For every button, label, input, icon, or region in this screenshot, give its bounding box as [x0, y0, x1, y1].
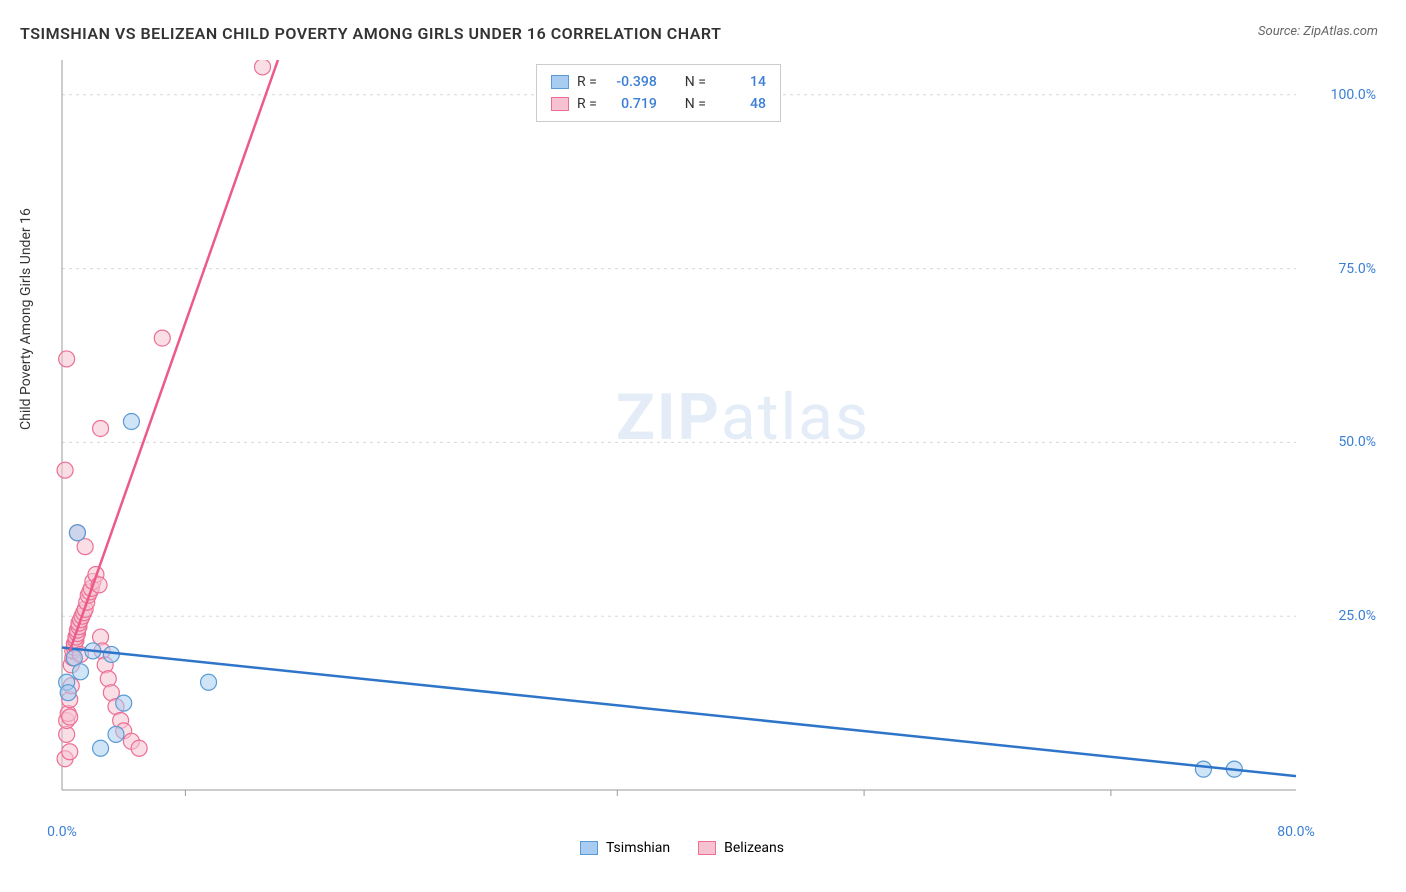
r-label: R = — [577, 93, 597, 115]
n-value-tsimshian: 14 — [714, 71, 766, 93]
y-tick-label: 75.0% — [1338, 261, 1376, 277]
correlation-legend: R = -0.398 N = 14 R = 0.719 N = 48 — [536, 64, 781, 122]
n-value-belizeans: 48 — [714, 93, 766, 115]
y-axis-label: Child Poverty Among Girls Under 16 — [18, 208, 34, 430]
legend-row-belizeans: R = 0.719 N = 48 — [551, 93, 766, 115]
r-label: R = — [577, 71, 597, 93]
legend-item-belizeans: Belizeans — [698, 840, 784, 856]
source-attribution: Source: ZipAtlas.com — [1258, 24, 1378, 39]
swatch-tsimshian — [580, 841, 598, 855]
r-value-tsimshian: -0.398 — [605, 71, 657, 93]
swatch-belizeans — [551, 97, 569, 111]
y-tick-label: 25.0% — [1338, 608, 1376, 624]
legend-label-belizeans: Belizeans — [724, 840, 784, 856]
swatch-belizeans — [698, 841, 716, 855]
legend-label-tsimshian: Tsimshian — [606, 840, 670, 856]
legend-item-tsimshian: Tsimshian — [580, 840, 670, 856]
swatch-tsimshian — [551, 75, 569, 89]
y-tick-label: 50.0% — [1338, 434, 1376, 450]
legend-row-tsimshian: R = -0.398 N = 14 — [551, 71, 766, 93]
y-tick-label: 100.0% — [1331, 87, 1376, 103]
scatter-plot: ZIPatlas R = -0.398 N = 14 R = 0.719 N =… — [56, 60, 1376, 820]
x-tick-label: 0.0% — [47, 824, 77, 840]
chart-canvas — [56, 60, 1376, 820]
n-label: N = — [685, 93, 706, 115]
x-tick-label: 80.0% — [1277, 824, 1315, 840]
series-legend: Tsimshian Belizeans — [580, 840, 784, 856]
r-value-belizeans: 0.719 — [605, 93, 657, 115]
n-label: N = — [685, 71, 706, 93]
chart-title: TSIMSHIAN VS BELIZEAN CHILD POVERTY AMON… — [20, 24, 721, 43]
